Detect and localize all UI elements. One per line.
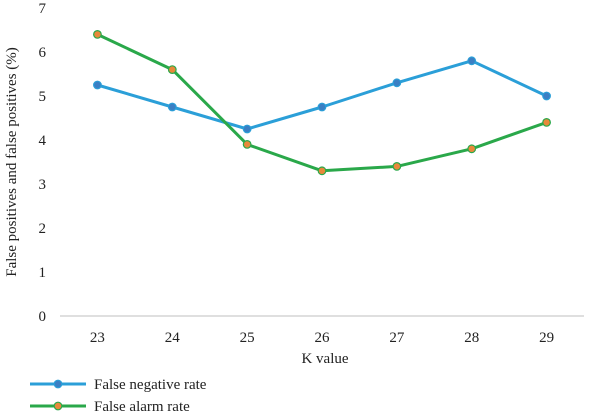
x-tick-label: 29 [539,330,554,346]
y-tick-label: 1 [39,265,47,281]
y-tick-label: 7 [39,1,47,17]
series-2-point [317,166,327,176]
series-1-point [467,56,477,66]
series-line-1 [97,59,548,131]
x-tick-label: 27 [389,330,405,346]
x-tick-labels: 23 24 25 26 27 28 29 [90,330,554,346]
x-tick-label: 24 [165,330,181,346]
y-tick-labels: 0 1 2 3 4 5 6 7 [39,1,47,325]
x-tick-label: 28 [464,330,479,346]
y-tick-label: 3 [39,177,47,193]
y-tick-label: 2 [39,221,47,237]
x-axis-title: K value [301,351,348,367]
series-1-point [93,80,102,90]
series-markers [93,30,551,176]
x-tick-label: 25 [240,330,255,346]
x-tick-label: 23 [90,330,105,346]
series-2-point [242,139,252,149]
x-tick-label: 26 [315,330,331,346]
legend: False negative rate False alarm rate [30,377,207,415]
series-2-point [392,161,402,171]
series-2-point [167,65,177,74]
series-2-point [467,144,477,154]
legend-swatch-marker [53,379,63,389]
series-1-point [317,102,327,112]
y-tick-label: 6 [39,45,47,61]
y-tick-label: 0 [39,309,47,325]
legend-label: False alarm rate [94,399,190,415]
y-tick-label: 5 [39,89,47,105]
y-axis-title: False positives and false positives (%) [4,47,20,277]
series-2-point [542,117,551,127]
series-1-point [242,124,252,134]
legend-swatch-marker [53,401,63,411]
series-1-point [542,91,551,101]
series-1-point [392,78,402,88]
series-1-point [167,102,177,112]
y-tick-label: 4 [39,133,47,149]
series-2-point [93,30,102,39]
legend-label: False negative rate [94,377,207,393]
